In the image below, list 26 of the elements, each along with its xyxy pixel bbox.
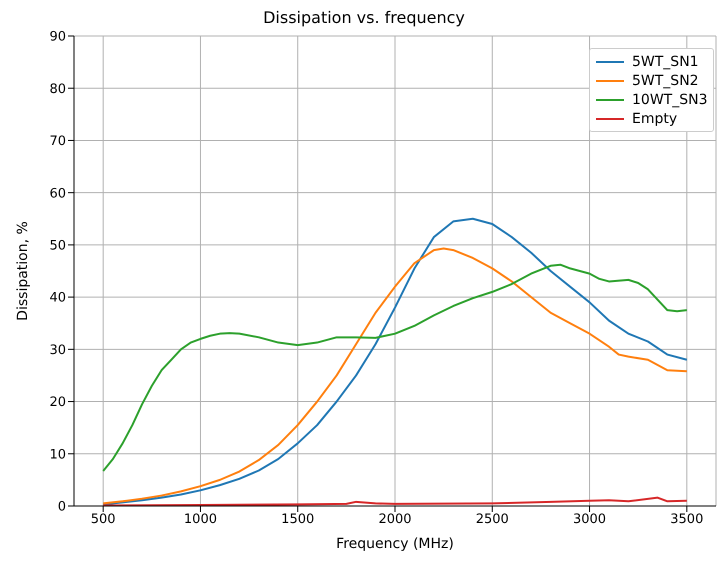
x-tick-label: 1500 [281, 512, 314, 528]
legend-label: Empty [632, 110, 678, 126]
y-tick-label: 30 [49, 342, 66, 358]
x-tick-label: 2500 [476, 512, 509, 528]
y-tick-label: 50 [49, 238, 66, 254]
legend-label: 10WT_SN3 [632, 92, 708, 108]
y-tick-label: 80 [49, 82, 66, 97]
chart-title: Dissipation vs. frequency [262, 8, 466, 29]
legend-label: 5WT_SN2 [632, 72, 699, 88]
y-tick-label: 60 [49, 186, 66, 202]
line-series [102, 496, 688, 506]
x-tick-label: 2000 [378, 512, 412, 528]
line-series [102, 264, 688, 472]
y-axis-title: Dissipation, % [14, 221, 31, 321]
y-tick-label: 70 [49, 134, 66, 150]
x-axis-title: Frequency (MHz) [336, 536, 454, 552]
y-tick-label: 0 [58, 500, 66, 515]
y-tick-label: 40 [49, 290, 66, 306]
y-tick-label: 10 [49, 447, 66, 462]
x-tick-label: 3500 [670, 512, 704, 528]
y-tick-label: 90 [49, 30, 66, 45]
x-tick-label: 3000 [573, 512, 606, 528]
y-tick-label: 20 [49, 395, 66, 410]
legend-label: 5WT_SN1 [632, 54, 699, 70]
x-tick-label: 1000 [184, 512, 217, 528]
x-tick-label: 500 [90, 512, 116, 528]
